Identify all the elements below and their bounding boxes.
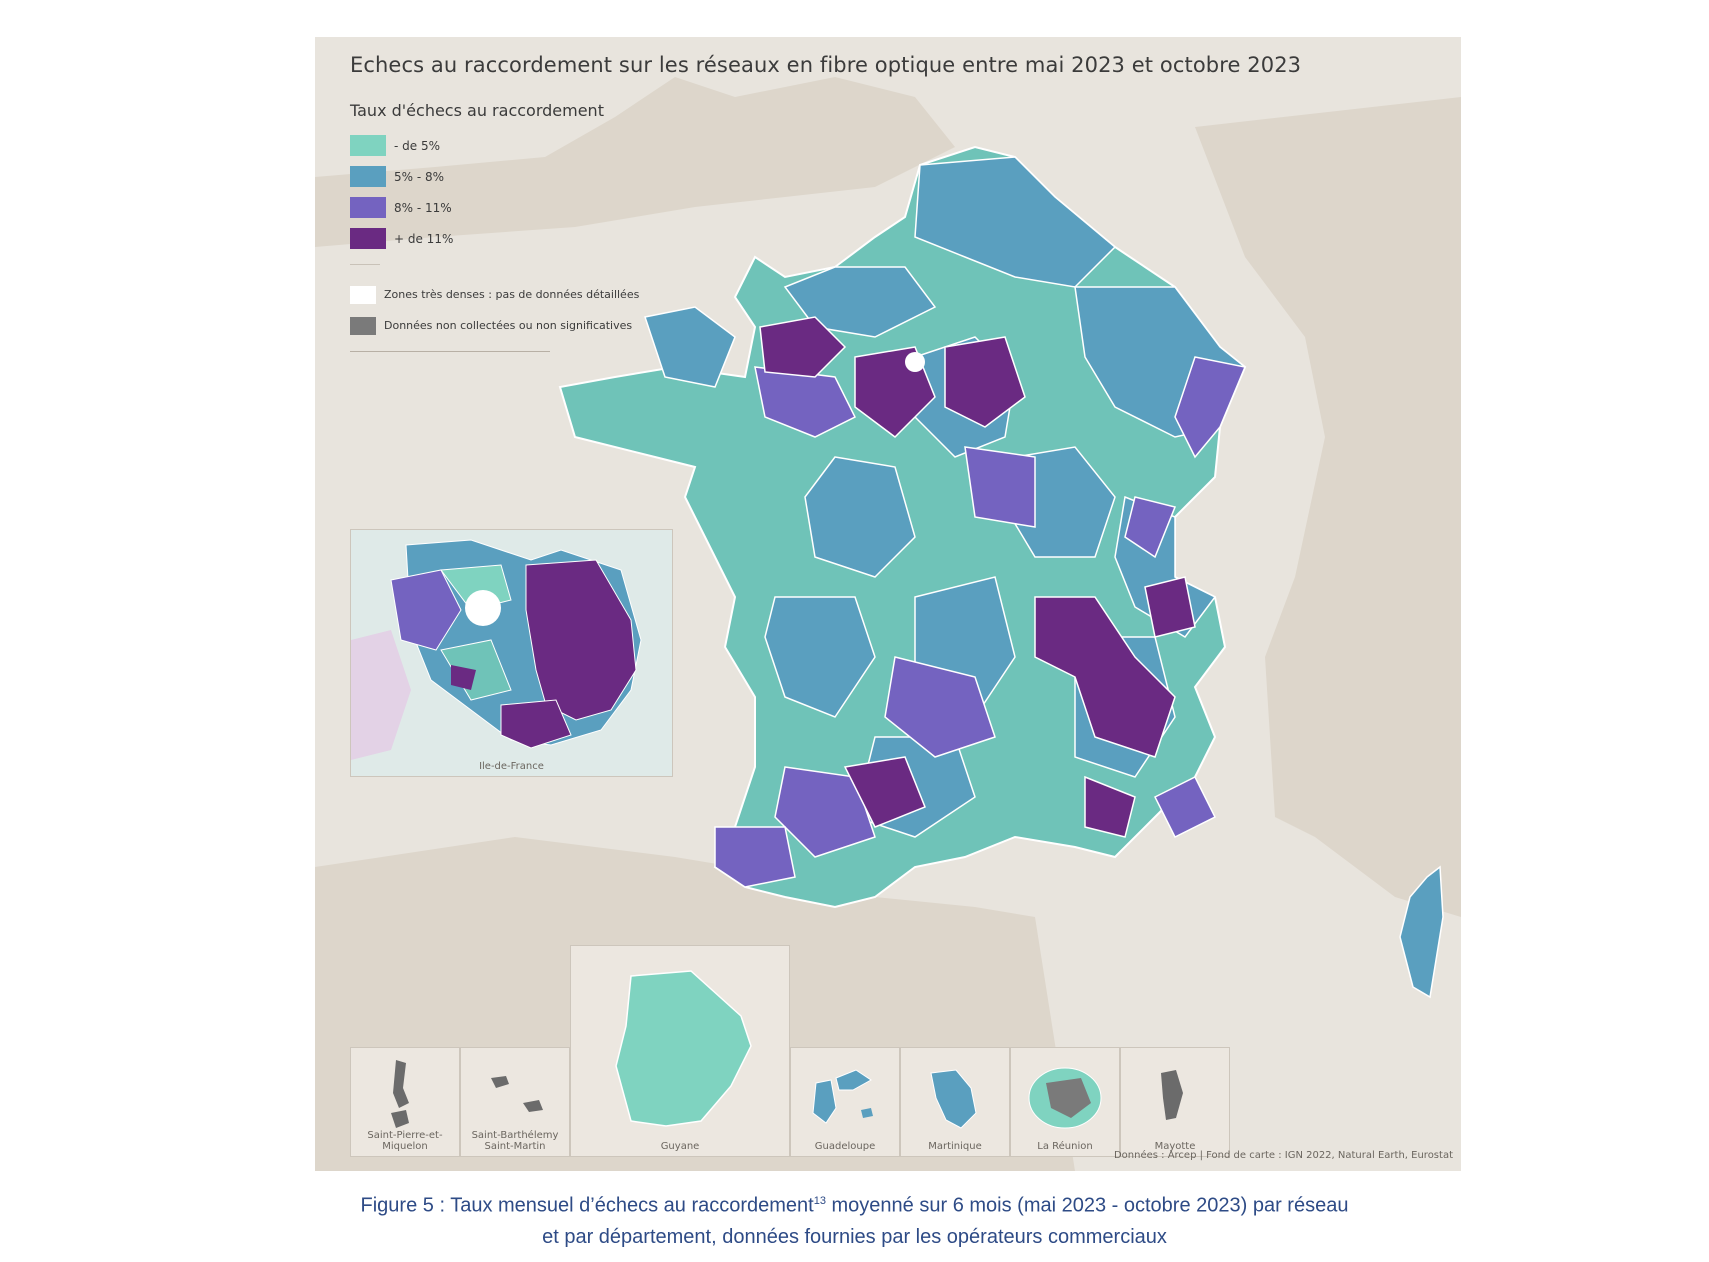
- legend-swatch: [350, 135, 386, 156]
- reunion-inset: La Réunion: [1010, 1047, 1120, 1157]
- figure-caption: Figure 5 : Taux mensuel d’échecs au racc…: [0, 1186, 1709, 1253]
- guyane-inset: Guyane: [570, 945, 790, 1157]
- inset-label: Ile-de-France: [479, 761, 544, 772]
- map-source: Données : Arcep | Fond de carte : IGN 20…: [1113, 1150, 1453, 1161]
- legend-label: 5% - 8%: [394, 169, 445, 184]
- legend-divider: [350, 264, 380, 265]
- reunion-map: [1028, 1067, 1102, 1129]
- uk-land: [315, 77, 955, 247]
- sbsm-map: [491, 1076, 543, 1112]
- legend-item: + de 11%: [350, 223, 680, 254]
- legend-swatch: [350, 285, 376, 304]
- mayotte-map: [1161, 1070, 1183, 1120]
- legend-label: - de 5%: [394, 138, 440, 153]
- legend-swatch: [350, 316, 376, 335]
- guyane-map: [615, 970, 752, 1127]
- legend-label: 8% - 11%: [394, 200, 452, 215]
- legend-divider: [350, 351, 550, 352]
- caption-line-1: Figure 5 : Taux mensuel d’échecs au racc…: [0, 1186, 1709, 1222]
- martinique-map: [930, 1069, 977, 1129]
- legend-swatch: [350, 197, 386, 218]
- footnote-ref[interactable]: 13: [813, 1195, 826, 1207]
- inset-label: Martinique: [928, 1141, 982, 1152]
- map-figure: Echecs au raccordement sur les réseaux e…: [315, 37, 1461, 1171]
- legend-title: Taux d'échecs au raccordement: [350, 101, 604, 120]
- europe-land: [1195, 97, 1461, 917]
- legend-label: Données non collectées ou non significat…: [384, 319, 633, 332]
- legend-item: Données non collectées ou non significat…: [350, 310, 680, 341]
- inset-label: Saint-Barthélemy Saint-Martin: [471, 1130, 559, 1152]
- legend: Taux d'échecs au raccordement - de 5% 5%…: [350, 101, 680, 352]
- inset-label: Guadeloupe: [814, 1141, 876, 1152]
- spm-map: [391, 1060, 409, 1128]
- legend-item: Zones très denses : pas de données détai…: [350, 279, 680, 310]
- guadeloupe-map: [812, 1069, 873, 1124]
- legend-label: Zones très denses : pas de données détai…: [384, 288, 640, 301]
- map-title: Echecs au raccordement sur les réseaux e…: [350, 53, 1302, 77]
- idf-inset-map: [351, 530, 672, 776]
- legend-item: 8% - 11%: [350, 192, 680, 223]
- caption-text: moyenné sur 6 mois (mai 2023 - octobre 2…: [825, 1194, 1349, 1217]
- legend-swatch: [350, 166, 386, 187]
- inset-label: La Réunion: [1037, 1141, 1093, 1152]
- legend-item: 5% - 8%: [350, 161, 680, 192]
- legend-swatch: [350, 228, 386, 249]
- inset-label: Guyane: [660, 1141, 700, 1152]
- sbsm-inset: Saint-Barthélemy Saint-Martin: [460, 1047, 570, 1157]
- caption-text: Figure 5 : Taux mensuel d’échecs au racc…: [360, 1194, 814, 1217]
- martinique-inset: Martinique: [900, 1047, 1010, 1157]
- caption-line-2: et par département, données fournies par…: [542, 1225, 1167, 1248]
- legend-label: + de 11%: [394, 231, 454, 246]
- spm-inset: Saint-Pierre-et-Miquelon: [350, 1047, 460, 1157]
- inset-label: Mayotte: [1154, 1141, 1196, 1152]
- corsica: [1399, 865, 1444, 999]
- idf-inset: Ile-de-France: [350, 529, 673, 777]
- france-mainland: [558, 145, 1247, 909]
- guadeloupe-inset: Guadeloupe: [790, 1047, 900, 1157]
- legend-item: - de 5%: [350, 130, 680, 161]
- mayotte-inset: Mayotte: [1120, 1047, 1230, 1157]
- inset-label: Saint-Pierre-et-Miquelon: [367, 1130, 443, 1152]
